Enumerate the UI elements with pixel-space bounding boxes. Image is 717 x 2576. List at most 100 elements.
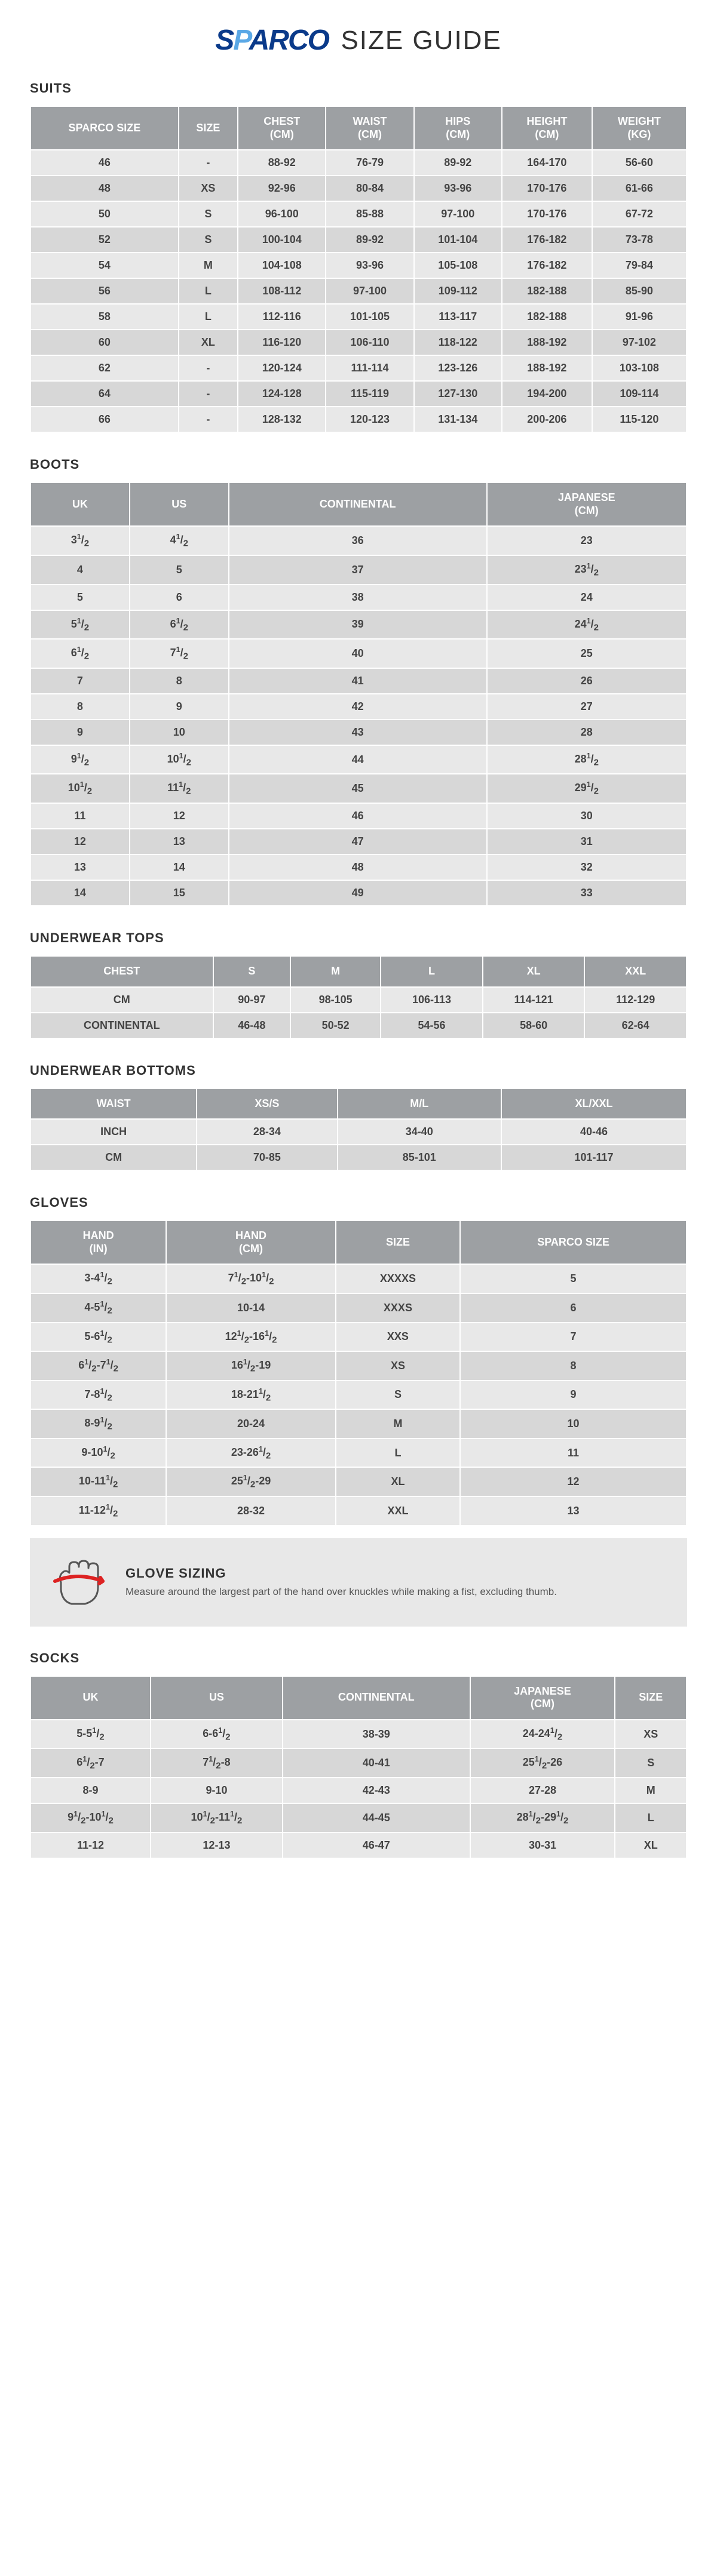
table-cell: 70-85 — [197, 1145, 337, 1170]
table-cell: 34-40 — [338, 1119, 502, 1145]
table-cell: 11 — [460, 1438, 687, 1468]
table-cell: 9-101/2 — [30, 1438, 166, 1468]
table-row: 61/2-771/2-840-41251/2-26S — [30, 1748, 687, 1778]
table-cell: 176-182 — [502, 253, 592, 278]
table-cell: M — [336, 1409, 460, 1438]
table-row: 5-61/2121/2-161/2XXS7 — [30, 1323, 687, 1352]
table-cell: 98-105 — [290, 987, 381, 1013]
table-cell: 44-45 — [283, 1803, 470, 1833]
column-header: XXL — [584, 956, 687, 987]
table-row: 11-121/228-32XXL13 — [30, 1496, 687, 1526]
table-cell: 73-78 — [592, 227, 687, 253]
table-row: 8-91/220-24M10 — [30, 1409, 687, 1438]
table-cell: 182-188 — [502, 304, 592, 330]
column-header: XL — [483, 956, 585, 987]
table-cell: 30-31 — [470, 1833, 615, 1858]
table-cell: 5 — [30, 585, 130, 610]
table-cell: 10 — [460, 1409, 687, 1438]
table-cell: 101/2 — [30, 774, 130, 803]
table-row: 4-51/210-14XXXS6 — [30, 1293, 687, 1323]
table-cell: 96-100 — [238, 201, 326, 227]
table-row: 58L112-116101-105113-117182-18891-96 — [30, 304, 687, 330]
table-row: 66-128-132120-123131-134200-206115-120 — [30, 407, 687, 432]
table-cell: 291/2 — [487, 774, 687, 803]
table-cell: 106-110 — [326, 330, 413, 355]
table-cell: 104-108 — [238, 253, 326, 278]
table-cell: 115-120 — [592, 407, 687, 432]
table-cell: 28 — [487, 720, 687, 745]
table-row: 10-111/2251/2-29XL12 — [30, 1467, 687, 1496]
column-header: CHEST — [30, 956, 213, 987]
table-cell: XL — [336, 1467, 460, 1496]
column-header: XS/S — [197, 1089, 337, 1120]
table-cell: 3-41/2 — [30, 1264, 166, 1293]
section-title-gloves: GLOVES — [30, 1195, 687, 1210]
table-cell: 109-114 — [592, 381, 687, 407]
table-cell: 56-60 — [592, 150, 687, 176]
table-cell: 13 — [130, 829, 229, 854]
table-row: CM90-9798-105106-113114-121112-129 — [30, 987, 687, 1013]
column-header: HAND(CM) — [166, 1221, 336, 1264]
table-cell: 12 — [460, 1467, 687, 1496]
column-header: HEIGHT(CM) — [502, 106, 592, 150]
table-cell: XXXXS — [336, 1264, 460, 1293]
table-cell: 54-56 — [381, 1013, 483, 1038]
logo-part-s: S — [215, 24, 233, 56]
gloves-table: HAND(IN)HAND(CM)SIZESPARCO SIZE3-41/271/… — [30, 1220, 687, 1526]
table-cell: 105-108 — [414, 253, 502, 278]
column-header: XL/XXL — [501, 1089, 687, 1120]
table-cell: 80-84 — [326, 176, 413, 201]
table-cell: 85-88 — [326, 201, 413, 227]
column-header: S — [213, 956, 291, 987]
table-row: 91/2-101/2101/2-111/244-45281/2-291/2L — [30, 1803, 687, 1833]
table-cell: 71/2 — [130, 639, 229, 668]
table-cell: XL — [179, 330, 238, 355]
table-cell: 11-121/2 — [30, 1496, 166, 1526]
table-cell: 18-211/2 — [166, 1381, 336, 1410]
table-cell: L — [336, 1438, 460, 1468]
table-cell: 91/2 — [30, 745, 130, 774]
table-cell: 176-182 — [502, 227, 592, 253]
table-row: 9-101/223-261/2L11 — [30, 1438, 687, 1468]
table-cell: 91-96 — [592, 304, 687, 330]
column-header: SIZE — [179, 106, 238, 150]
table-cell: 101-104 — [414, 227, 502, 253]
table-cell: 11-12 — [30, 1833, 151, 1858]
table-cell: 7-81/2 — [30, 1381, 166, 1410]
table-cell: 33 — [487, 880, 687, 906]
table-row: 784126 — [30, 668, 687, 694]
table-cell: 45 — [229, 774, 487, 803]
table-cell: 40-46 — [501, 1119, 687, 1145]
table-cell: L — [615, 1803, 687, 1833]
table-cell: 61-66 — [592, 176, 687, 201]
table-cell: XL — [615, 1833, 687, 1858]
table-cell: 46 — [229, 803, 487, 829]
column-header: WEIGHT(KG) — [592, 106, 687, 150]
section-title-underwear-bottoms: UNDERWEAR BOTTOMS — [30, 1063, 687, 1078]
table-cell: 54 — [30, 253, 179, 278]
table-row: 50S96-10085-8897-100170-17667-72 — [30, 201, 687, 227]
table-cell: 112-116 — [238, 304, 326, 330]
table-cell: 5 — [460, 1264, 687, 1293]
table-cell: 106-113 — [381, 987, 483, 1013]
table-cell: 40 — [229, 639, 487, 668]
table-row: 3-41/271/2-101/2XXXXS5 — [30, 1264, 687, 1293]
table-cell: 8 — [130, 668, 229, 694]
table-cell: 61/2-71/2 — [30, 1351, 166, 1381]
column-header: JAPANESE(CM) — [470, 1676, 615, 1720]
column-header: CHEST(CM) — [238, 106, 326, 150]
table-cell: 58 — [30, 304, 179, 330]
table-cell: 120-123 — [326, 407, 413, 432]
table-row: 91/2101/244281/2 — [30, 745, 687, 774]
table-cell: 14 — [130, 854, 229, 880]
table-row: 894227 — [30, 694, 687, 720]
column-header: WAIST(CM) — [326, 106, 413, 150]
table-cell: 79-84 — [592, 253, 687, 278]
table-cell: - — [179, 355, 238, 381]
table-cell: 164-170 — [502, 150, 592, 176]
table-cell: S — [336, 1381, 460, 1410]
table-cell: - — [179, 407, 238, 432]
table-cell: 108-112 — [238, 278, 326, 304]
table-cell: 188-192 — [502, 355, 592, 381]
table-row: 48XS92-9680-8493-96170-17661-66 — [30, 176, 687, 201]
